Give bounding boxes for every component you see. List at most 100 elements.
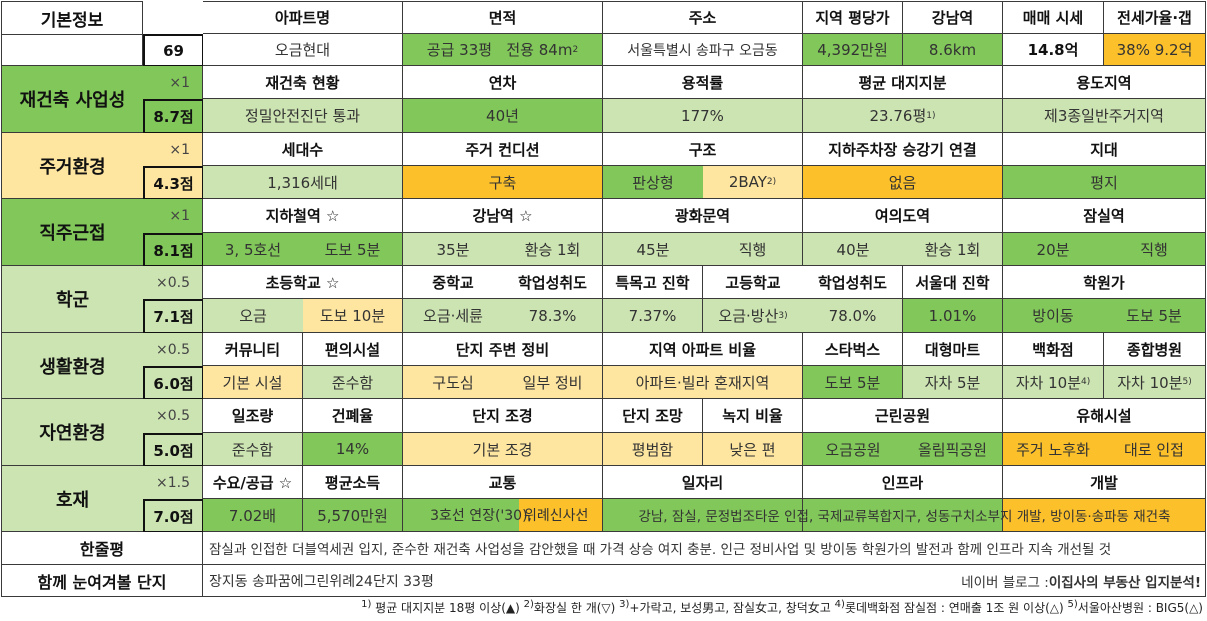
living-score: 4.3점 <box>143 166 203 199</box>
header-academy: 학원가 <box>1003 266 1206 299</box>
header-coverage: 건폐율 <box>303 399 403 433</box>
header-snu-admission: 서울대 진학 <box>903 266 1003 299</box>
header-condition: 주거 컨디션 <box>403 133 603 166</box>
value-terrain: 평지 <box>1003 166 1206 199</box>
life-score: 6.0점 <box>143 366 203 399</box>
land-share-text: 23.76평 <box>869 107 927 125</box>
header-green-ratio: 녹지 비율 <box>703 399 803 433</box>
header-elementary: 초등학교 ☆ <box>203 266 403 299</box>
footnote-4-mark: 4) <box>834 599 845 610</box>
value-convenience: 준수함 <box>303 366 403 399</box>
header-price-per-pyeong: 지역 평당가 <box>803 1 903 34</box>
footnote-4: 롯데백화점 잠실점 : 연매출 1조 원 이상(△) <box>844 601 1068 615</box>
footnote-3-mark: 3) <box>619 599 630 610</box>
header-apt-name: 아파트명 <box>203 1 403 34</box>
footnote-5: 서울아산병원 : BIG5(△) <box>1077 601 1203 615</box>
header-traffic: 교통 <box>403 466 603 499</box>
value-starbucks: 도보 5분 <box>803 366 903 399</box>
blog-credit: 네이버 블로그 : 이집사의 부동산 입지분석! <box>861 565 1201 596</box>
value-traffic-a: 3호선 연장('30), <box>430 508 532 524</box>
header-community: 커뮤니티 <box>203 333 303 366</box>
value-jamsil-time: 20분 <box>1003 233 1103 266</box>
header-gangnam-distance: 강남역 <box>903 1 1003 34</box>
header-apt-ratio: 지역 아파트 비율 <box>603 333 803 366</box>
header-sunlight: 일조량 <box>203 399 303 433</box>
value-surroundings-b: 일부 정비 <box>503 366 603 399</box>
value-landscaping: 기본 조경 <box>403 433 603 466</box>
hospital-text: 자차 10분 <box>1117 373 1183 392</box>
header-view: 단지 조망 <box>603 399 703 433</box>
header-redev-status: 재건축 현황 <box>203 66 403 99</box>
header-jobs: 일자리 <box>603 466 803 499</box>
value-hospital: 자차 10분 5) <box>1104 366 1206 399</box>
header-yeouido-station: 여의도역 <box>803 199 1003 233</box>
category-commute: 직주근접 <box>1 199 143 266</box>
header-supply-demand: 수요/공급 ☆ <box>203 466 303 499</box>
commute-score: 8.1점 <box>143 233 203 266</box>
value-condition: 구축 <box>403 166 603 199</box>
blog-name: 이집사의 부동산 입지분석! <box>1048 574 1201 591</box>
development-multiplier: ×1.5 <box>143 466 203 499</box>
value-green-ratio: 낮은 편 <box>703 433 803 466</box>
value-middle-school: 오금·세륜 <box>403 299 503 333</box>
value-academy: 방이동 <box>1003 299 1103 333</box>
value-harmful-a: 주거 노후화 <box>1003 433 1103 466</box>
value-price-per-pyeong: 4,392만원 <box>803 34 903 66</box>
value-supply-demand: 7.02배 <box>203 499 303 532</box>
footnote-5-mark: 5) <box>1067 599 1078 610</box>
value-income: 5,570만원 <box>303 499 403 532</box>
header-surroundings: 단지 주변 정비 <box>403 333 603 366</box>
value-building-age: 40년 <box>403 99 603 133</box>
footnote-1-mark: 1) <box>361 599 372 610</box>
category-development: 호재 <box>1 466 143 532</box>
summary-text: 잠실과 인접한 더블역세권 입지, 준수한 재건축 사업성을 감안했을 때 가격… <box>203 532 1206 565</box>
header-park: 근린공원 <box>803 399 1003 433</box>
value-gwanghwamun-transfer: 직행 <box>703 233 803 266</box>
header-development: 개발 <box>1003 466 1206 499</box>
value-special-high: 7.37% <box>603 299 703 333</box>
value-middle-achievement: 78.3% <box>503 299 603 333</box>
basic-info-label: 기본정보 <box>1 1 143 34</box>
category-life: 생활환경 <box>1 333 143 399</box>
redevelopment-score: 8.7점 <box>143 99 203 133</box>
footnotes: 1) 평균 대지지분 18평 이상(▲) 2)화장실 한 개(▽) 3)+가락고… <box>0 599 1203 616</box>
value-zoning: 제3종일반주거지역 <box>1003 99 1206 133</box>
header-households: 세대수 <box>203 133 403 166</box>
department-store-text: 자차 10분 <box>1015 373 1081 392</box>
header-jamsil-station: 잠실역 <box>1003 199 1206 233</box>
header-convenience: 편의시설 <box>303 333 403 366</box>
development-score: 7.0점 <box>143 499 203 532</box>
header-terrain: 지대 <box>1003 133 1206 166</box>
footnote-3: +가락고, 보성男고, 잠실女고, 창덕女고 <box>629 601 835 615</box>
nature-multiplier: ×0.5 <box>143 399 203 433</box>
header-department-store: 백화점 <box>1003 333 1104 366</box>
value-bay: 2BAY 2) <box>703 166 803 199</box>
value-harmful-b: 대로 인접 <box>1103 433 1206 466</box>
value-gwanghwamun-time: 45분 <box>603 233 703 266</box>
header-infrastructure: 인프라 <box>803 466 1003 499</box>
header-parking-elevator: 지하주차장 승강기 연결 <box>803 133 1003 166</box>
analysis-grid: 기본정보 69 아파트명 면적 주소 지역 평당가 강남역 매매 시세 전세가율… <box>1 1 1206 597</box>
header-land-share: 평균 대지지분 <box>803 66 1003 99</box>
high-school-text: 오금·방산 <box>718 307 779 325</box>
value-subway-walk: 도보 5분 <box>303 233 403 266</box>
school-multiplier: ×0.5 <box>143 266 203 299</box>
value-redev-status: 정밀안전진단 통과 <box>203 99 403 133</box>
summary-label: 한줄평 <box>1 532 203 565</box>
value-subway-lines: 3, 5호선 <box>203 233 303 266</box>
value-elementary-walk: 도보 10분 <box>303 299 403 333</box>
header-floor-area-ratio: 용적률 <box>603 66 803 99</box>
value-gangnam-distance: 8.6km <box>903 34 1003 66</box>
value-apt-ratio: 아파트·빌라 혼재지역 <box>603 366 803 399</box>
living-multiplier: ×1 <box>143 133 203 166</box>
header-middle-achievement: 학업성취도 <box>503 266 603 299</box>
value-elementary: 오금 <box>203 299 303 333</box>
value-traffic-bg2 <box>519 499 603 532</box>
category-nature: 자연환경 <box>1 399 143 466</box>
header-special-high: 특목고 진학 <box>603 266 703 299</box>
basic-info-label-bottom <box>1 34 143 66</box>
category-redevelopment: 재건축 사업성 <box>1 66 143 133</box>
header-middle-school: 중학교 <box>403 266 503 299</box>
value-yeouido-time: 40분 <box>803 233 903 266</box>
